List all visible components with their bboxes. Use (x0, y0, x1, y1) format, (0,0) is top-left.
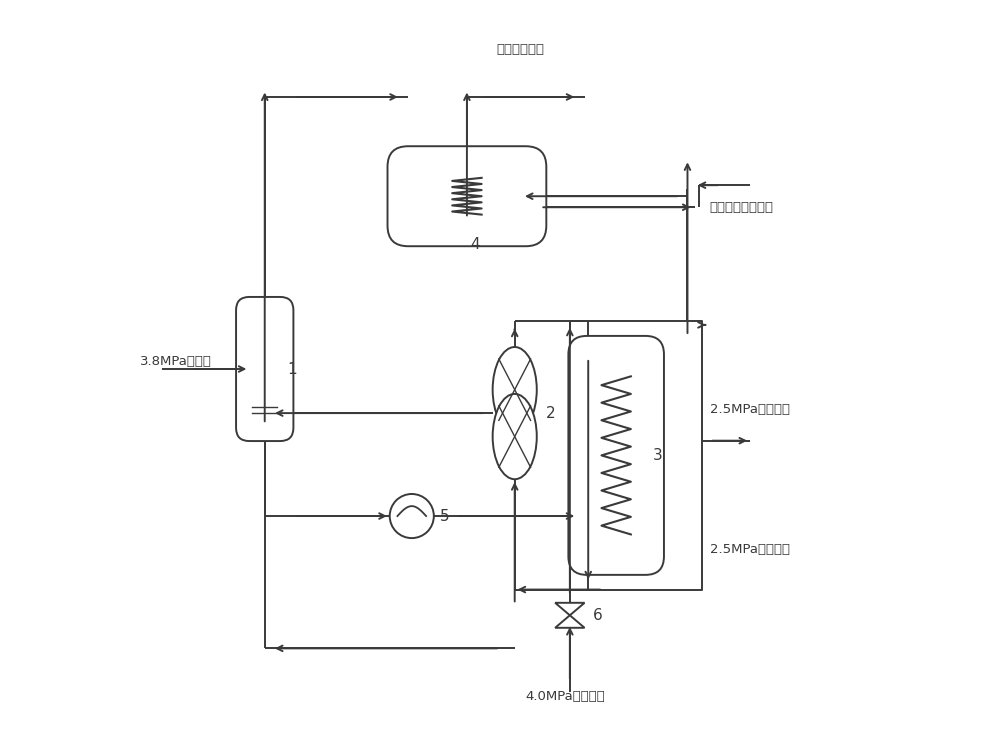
Ellipse shape (493, 347, 537, 432)
Text: 1: 1 (288, 362, 297, 376)
FancyBboxPatch shape (568, 336, 664, 575)
Text: 来自甲醇合成蒸汽: 来自甲醇合成蒸汽 (710, 201, 774, 214)
Text: 2.5MPa过热蒸汽: 2.5MPa过热蒸汽 (710, 403, 790, 416)
Polygon shape (555, 603, 585, 615)
Text: 3: 3 (653, 448, 663, 463)
Text: 去变换后系统: 去变换后系统 (496, 43, 544, 55)
Text: 5: 5 (440, 508, 449, 523)
Text: 2: 2 (546, 406, 555, 421)
FancyBboxPatch shape (388, 146, 546, 246)
Polygon shape (555, 615, 585, 628)
Text: 3.8MPa粗煤气: 3.8MPa粗煤气 (140, 355, 212, 368)
Circle shape (390, 494, 434, 538)
Ellipse shape (493, 394, 537, 479)
Text: 4.0MPa饱和蒸汽: 4.0MPa饱和蒸汽 (526, 690, 605, 703)
Text: 2.5MPa饱和蒸汽: 2.5MPa饱和蒸汽 (710, 542, 790, 556)
FancyBboxPatch shape (236, 297, 293, 441)
Text: 4: 4 (471, 236, 480, 252)
Text: 6: 6 (593, 608, 603, 623)
